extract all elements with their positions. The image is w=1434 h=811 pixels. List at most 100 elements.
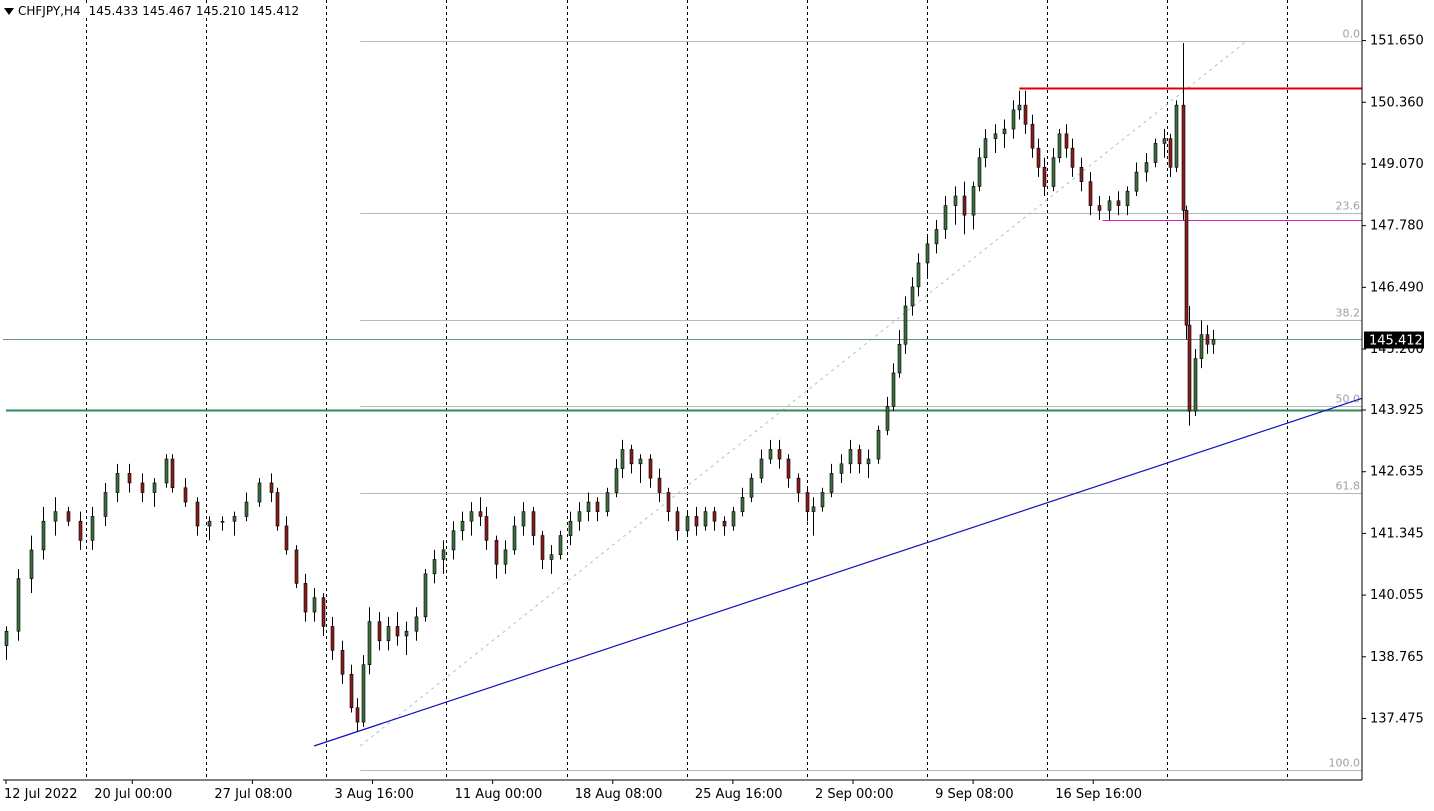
candle-body [423,573,428,618]
dropdown-triangle-icon[interactable] [4,7,14,15]
candle-body [749,477,754,498]
bull-candle [977,148,982,192]
candle-body [127,473,132,484]
candle-body [170,458,175,489]
candle-body [355,707,360,723]
candle-body [152,482,157,493]
x-tick-label: 2 Sep 00:00 [815,787,894,802]
bull-candle [943,196,948,240]
candle-body [321,597,326,627]
bull-candle [469,502,474,536]
bull-candle [441,540,446,574]
bear-candle [962,181,967,235]
low-value: 145.210 [195,4,246,18]
candle-body [638,458,643,465]
candle-body [759,458,764,479]
bull-candle [971,181,976,230]
candle-body [78,520,83,541]
x-tick-label: 12 Jul 2022 [4,787,78,802]
bear-candle [478,497,483,526]
bear-candle [648,454,653,488]
bear-candle [1168,133,1173,177]
bear-candle [857,444,862,474]
bull-candle [568,511,573,546]
bull-candle [620,439,625,479]
candle-body [16,578,21,632]
bull-candle [521,502,526,536]
x-tick-label: 27 Jul 08:00 [214,787,292,802]
chart-header: CHFJPY,H4 145.433 145.467 145.210 145.41… [4,4,300,18]
candle-body [839,463,844,474]
bear-candle [1030,114,1035,158]
bull-candle [432,549,437,584]
bull-candle [512,516,517,555]
current-price-tag: 145.412 [1369,334,1423,349]
candle-body [1205,334,1210,345]
candle-body [41,520,46,551]
candle-body [1070,147,1075,168]
candle-body [876,430,881,460]
candle-body [53,511,58,522]
close-value: 145.412 [249,4,300,18]
bull-candle [614,459,619,498]
candle-body [207,520,212,527]
candle-body [478,511,483,517]
bear-candle [127,463,132,493]
bull-candle [1211,329,1216,354]
candle-body [577,511,582,522]
bull-candle [829,463,834,498]
candle-body [531,511,536,536]
candle-body [675,511,680,532]
bull-candle [460,511,465,541]
bear-candle [777,439,782,469]
candle-body [549,554,554,560]
candle-body [1153,143,1158,163]
bull-candle [16,569,21,641]
y-tick-label: 149.070 [1370,157,1424,172]
bull-candle [41,506,46,560]
candle-body [811,506,816,512]
trendline [313,397,1363,747]
candle-body [983,138,988,159]
bear-candle [377,612,382,651]
bull-candle [848,439,853,474]
fib-level-label: 38.2 [1336,307,1361,320]
bull-candle [257,478,262,507]
bear-candle [321,592,326,636]
bull-candle [312,588,317,622]
candle-body [962,195,967,216]
bear-candle [195,497,200,536]
candle-body [1002,128,1007,135]
bear-candle [183,478,188,507]
candle-body [629,449,634,465]
bull-candle [386,616,391,651]
bull-candle [232,511,237,536]
bull-candle [244,492,249,522]
bear-candle [786,454,791,488]
y-tick-label: 141.345 [1370,526,1424,541]
candle-body [540,535,545,560]
bull-candle [885,396,890,436]
bear-candle [796,473,801,503]
candle-body [395,626,400,637]
bear-candle [284,516,289,555]
candle-body [1193,358,1198,412]
candle-body [432,559,437,575]
y-tick-label: 140.055 [1370,588,1424,603]
bull-candle [361,655,366,727]
candle-body [925,243,930,264]
y-tick-label: 151.650 [1370,34,1424,49]
bull-candle [29,535,34,593]
candle-body [694,516,699,527]
candle-body [1107,200,1112,211]
candle-body [232,516,237,522]
bull-candle [916,253,921,297]
bull-candle [53,497,58,536]
x-tick-label: 18 Aug 08:00 [575,787,663,802]
bear-candle [1070,138,1075,177]
candle-body [857,449,862,465]
candle-body [220,520,225,523]
bull-candle [220,516,225,531]
